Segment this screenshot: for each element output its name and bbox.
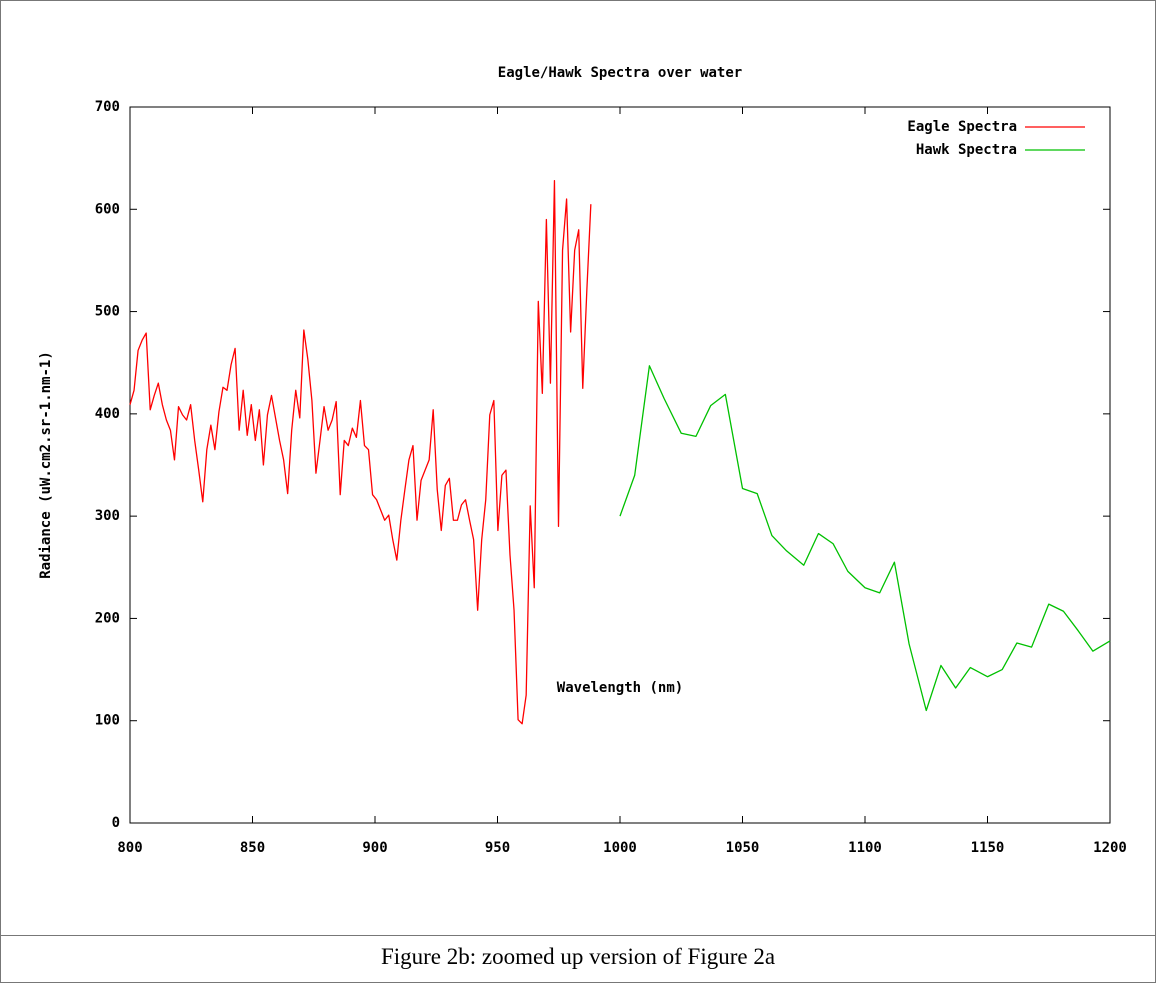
- series-line: [129, 180, 592, 725]
- y-tick-label: 600: [95, 201, 120, 217]
- caption: Figure 2b: zoomed up version of Figure 2…: [380, 944, 776, 969]
- y-tick-label: 300: [95, 508, 120, 524]
- x-tick-label: 950: [485, 840, 510, 856]
- x-tick-label: 1100: [848, 840, 882, 856]
- x-tick-label: 1200: [1093, 840, 1127, 856]
- y-tick-label: 0: [112, 815, 120, 831]
- legend-label: Eagle Spectra: [907, 119, 1017, 135]
- x-tick-label: 1000: [603, 840, 637, 856]
- caption-separator: [0, 935, 1156, 936]
- chart-title: Eagle/Hawk Spectra over water: [498, 65, 742, 81]
- plot-frame: [129, 106, 1111, 824]
- legend-label: Hawk Spectra: [916, 142, 1017, 158]
- x-tick-label: 1050: [726, 840, 760, 856]
- x-tick-label: 1150: [971, 840, 1005, 856]
- series-line: [619, 365, 1111, 712]
- y-tick-label: 400: [95, 406, 120, 422]
- y-axis-label: Radiance (uW.cm2.sr-1.nm-1): [38, 351, 54, 579]
- y-tick-label: 200: [95, 610, 120, 626]
- y-tick-label: 700: [95, 99, 120, 115]
- x-tick-label: 800: [117, 840, 142, 856]
- x-tick-label: 850: [240, 840, 265, 856]
- y-tick-label: 500: [95, 304, 120, 320]
- x-axis-label: Wavelength (nm): [557, 680, 683, 696]
- chart: Eagle/Hawk Spectra over water Wavelength…: [38, 65, 1127, 856]
- y-tick-label: 100: [95, 713, 120, 729]
- x-tick-label: 900: [362, 840, 387, 856]
